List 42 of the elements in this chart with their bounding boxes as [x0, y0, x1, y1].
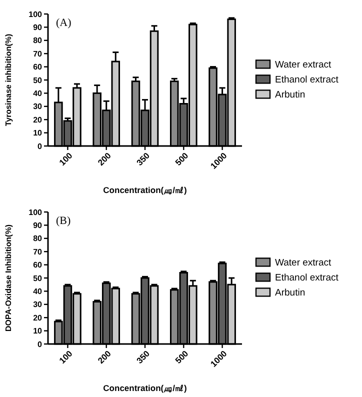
y-tick-label: 100 — [28, 10, 43, 19]
x-tick-label: 350 — [134, 348, 152, 366]
x-tick-label: 100 — [57, 150, 74, 168]
y-axis-title: Tyrosinase inhibition(%) — [4, 34, 13, 126]
annotation: (A) — [56, 17, 72, 29]
x-tick-label: 500 — [173, 150, 190, 168]
y-tick-label: 70 — [33, 247, 43, 256]
y-tick-label: 60 — [33, 260, 43, 270]
legend-label: Arbutin — [275, 90, 306, 101]
y-tick-label: 30 — [33, 300, 43, 310]
y-tick-label: 30 — [33, 102, 43, 112]
y-tick-label: 20 — [33, 313, 43, 322]
x-tick-label: 200 — [96, 150, 114, 168]
y-tick-label: 70 — [33, 49, 43, 58]
x-tick-label: 200 — [96, 348, 114, 366]
x-axis-title: Concentration(㎍/㎖) — [103, 383, 187, 393]
y-tick-label: 80 — [33, 36, 43, 46]
legend-label: Ethanol extract — [275, 272, 339, 284]
legend-label: Arbutin — [275, 288, 306, 299]
legend-label: Ethanol extract — [275, 74, 339, 86]
legend-label: Water extract — [275, 258, 332, 269]
y-tick-label: 40 — [33, 89, 43, 98]
y-tick-label: 50 — [33, 76, 43, 85]
y-tick-label: 0 — [38, 142, 43, 151]
y-tick-label: 90 — [33, 23, 43, 32]
x-tick-label: 500 — [173, 348, 190, 366]
x-tick-label: 100 — [57, 348, 74, 366]
y-tick-label: 100 — [28, 208, 43, 217]
y-tick-label: 90 — [33, 221, 43, 230]
y-tick-label: 0 — [38, 340, 43, 349]
y-axis-title: DOPA-Oxidase Inhibition(%) — [4, 224, 13, 332]
y-tick-label: 10 — [33, 326, 43, 336]
y-tick-label: 40 — [33, 287, 43, 296]
x-axis-title: Concentration(㎍/㎖) — [103, 185, 187, 195]
y-tick-label: 20 — [33, 115, 43, 124]
annotation: (B) — [56, 215, 71, 227]
legend-label: Water extract — [275, 60, 332, 71]
y-tick-label: 50 — [33, 274, 43, 283]
x-tick-label: 350 — [134, 150, 152, 168]
y-tick-label: 80 — [33, 234, 43, 244]
y-tick-label: 60 — [33, 62, 43, 72]
y-tick-label: 10 — [33, 128, 43, 138]
